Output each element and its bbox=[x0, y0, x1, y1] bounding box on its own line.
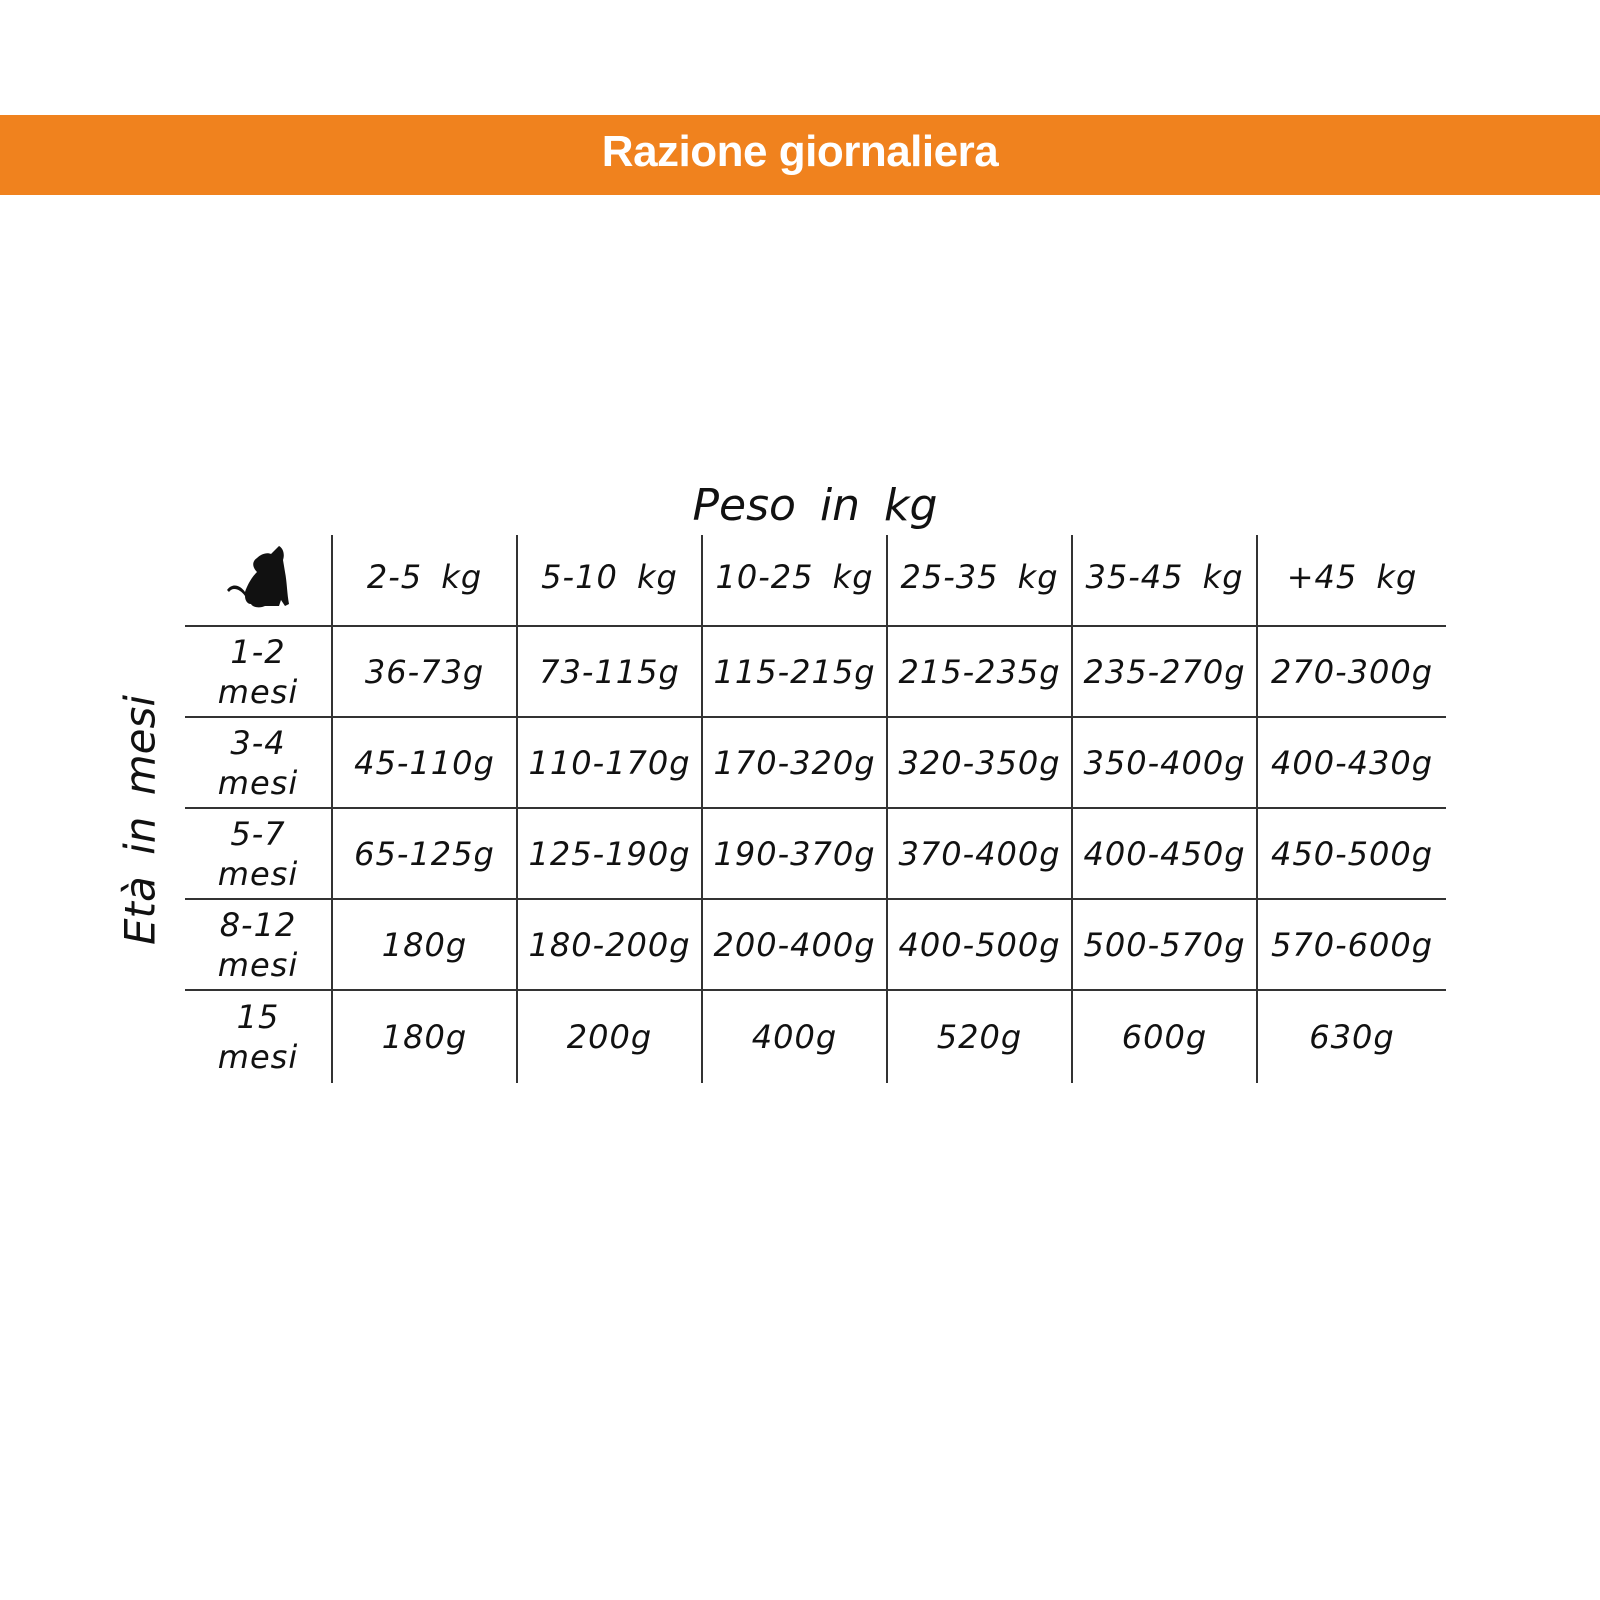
column-header: 35-45 kg bbox=[1073, 535, 1258, 627]
ration-cell: 180-200g bbox=[518, 900, 703, 991]
column-header: 5-10 kg bbox=[518, 535, 703, 627]
page-title: Razione giornaliera bbox=[601, 127, 999, 176]
age-unit: mesi bbox=[217, 672, 299, 711]
ration-cell: 500-570g bbox=[1073, 900, 1258, 991]
age-range: 8-12 bbox=[219, 905, 297, 944]
ration-cell: 370-400g bbox=[888, 809, 1073, 900]
row-axis-label: Età in mesi bbox=[115, 694, 165, 946]
column-axis-label: Peso in kg bbox=[692, 480, 938, 531]
ration-cell: 215-235g bbox=[888, 627, 1073, 718]
ration-cell: 400-500g bbox=[888, 900, 1073, 991]
age-unit: mesi bbox=[217, 763, 299, 802]
ration-cell: 520g bbox=[888, 991, 1073, 1083]
dog-silhouette-icon bbox=[227, 546, 289, 608]
column-header: 10-25 kg bbox=[703, 535, 888, 627]
ration-cell: 180g bbox=[333, 900, 518, 991]
age-range: 5-7 bbox=[230, 814, 286, 853]
row-header: 5-7 mesi bbox=[185, 809, 333, 900]
ration-cell: 270-300g bbox=[1258, 627, 1446, 718]
column-header: 2-5 kg bbox=[333, 535, 518, 627]
ration-cell: 200-400g bbox=[703, 900, 888, 991]
ration-cell: 73-115g bbox=[518, 627, 703, 718]
age-unit: mesi bbox=[217, 854, 299, 893]
age-range: 1-2 bbox=[230, 632, 286, 671]
ration-cell: 630g bbox=[1309, 1018, 1395, 1056]
ration-cell: 570-600g bbox=[1258, 900, 1446, 991]
ration-cell: 400g bbox=[703, 991, 888, 1083]
ration-cell: 235-270g bbox=[1073, 627, 1258, 718]
age-unit: mesi bbox=[217, 945, 299, 984]
column-header: 25-35 kg bbox=[888, 535, 1073, 627]
ration-cell: 320-350g bbox=[888, 718, 1073, 809]
age-range: 15 bbox=[236, 998, 280, 1036]
corner-cell bbox=[185, 535, 333, 627]
ration-cell: 110-170g bbox=[518, 718, 703, 809]
feeding-table: 2-5 kg 5-10 kg 10-25 kg 25-35 kg 35-45 kg +45… bbox=[185, 535, 1446, 1083]
age-unit: mesi bbox=[217, 1038, 299, 1076]
row-header: 3-4 mesi bbox=[185, 718, 333, 809]
ration-cell: 450-500g bbox=[1258, 809, 1446, 900]
ration-cell: 400-450g bbox=[1073, 809, 1258, 900]
ration-cell: 125-190g bbox=[518, 809, 703, 900]
ration-cell: 45-110g bbox=[333, 718, 518, 809]
ration-cell: 65-125g bbox=[333, 809, 518, 900]
ration-cell: 600g bbox=[1073, 991, 1258, 1083]
row-header: 1-2 mesi bbox=[185, 627, 333, 718]
ration-cell: 170-320g bbox=[703, 718, 888, 809]
ration-cell: 200g bbox=[518, 991, 703, 1083]
header-banner: Razione giornaliera bbox=[0, 115, 1600, 195]
row-header: 8-12 mesi bbox=[185, 900, 333, 991]
ration-cell: 350-400g bbox=[1073, 718, 1258, 809]
age-range: 3-4 bbox=[230, 723, 286, 762]
ration-cell: 400-430g bbox=[1258, 718, 1446, 809]
column-header: +45 kg bbox=[1258, 535, 1446, 627]
ration-cell: 36-73g bbox=[333, 627, 518, 718]
ration-cell: 190-370g bbox=[703, 809, 888, 900]
ration-cell: 115-215g bbox=[703, 627, 888, 718]
ration-cell: 180g bbox=[333, 991, 518, 1083]
row-header: 15 mesi bbox=[185, 991, 333, 1083]
